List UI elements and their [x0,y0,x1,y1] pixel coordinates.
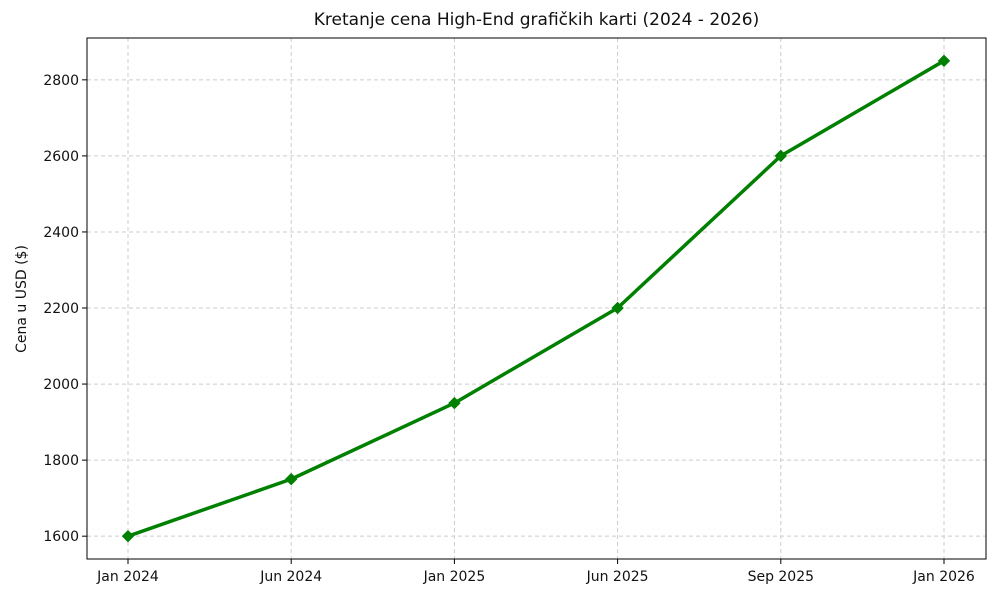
x-tick-label: Jan 2025 [423,569,486,585]
y-tick-label: 2600 [43,149,79,165]
x-tick-label: Jun 2024 [259,569,322,585]
data-point-marker [611,301,624,315]
x-tick-label: Sep 2025 [748,569,814,585]
data-point-marker [448,396,461,410]
x-tick-label: Jun 2025 [586,569,649,585]
chart-title: Kretanje cena High-End grafičkih karti (… [313,10,760,30]
plot-frame [86,37,987,560]
y-tick-label: 2800 [43,73,79,89]
y-tick-label: 1600 [43,529,79,545]
series-line [126,59,946,538]
y-tick-label: 2000 [43,377,79,393]
x-tick-label: Jan 2024 [96,569,159,585]
y-tick-label: 2200 [43,301,79,317]
data-point-marker [284,472,298,486]
y-tick-label: 1800 [43,453,79,469]
grid [87,38,986,559]
x-tick-label: Jan 2026 [912,569,975,585]
axis-ticks: 1600 1800 2000 2200 2400 2600 2800 Jan 2024 Jun … [43,73,975,585]
data-point-marker [774,149,788,163]
data-point-marker [121,529,135,543]
series [121,54,951,543]
y-tick-label: 2400 [43,225,79,241]
data-point-marker [937,54,951,68]
